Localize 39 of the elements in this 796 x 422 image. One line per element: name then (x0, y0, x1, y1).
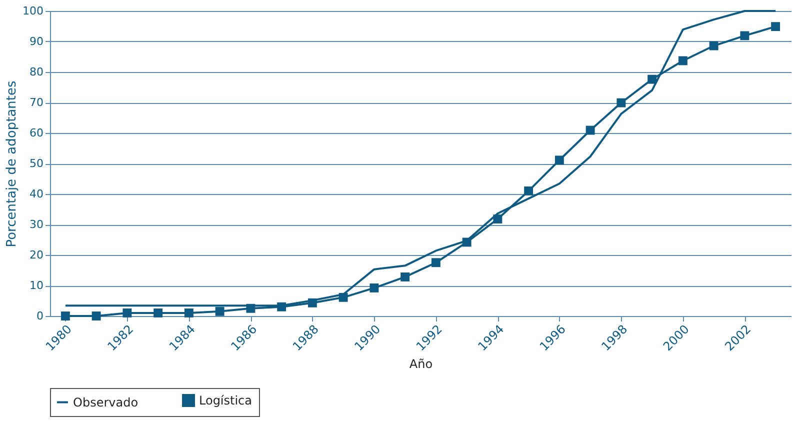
point (400, 272, 410, 282)
legend-label: Logística (199, 394, 252, 408)
point (338, 292, 348, 302)
y-tick-label: 30 (30, 218, 44, 231)
point (709, 41, 718, 50)
point (616, 98, 626, 108)
point (462, 238, 472, 247)
point (92, 312, 101, 320)
point (586, 126, 595, 135)
y-tick-label: 10 (30, 279, 44, 292)
point (554, 156, 564, 165)
y-tick-label: 0 (36, 310, 44, 322)
point (60, 312, 70, 320)
point (154, 308, 163, 318)
y-tick-label: 70 (30, 96, 44, 109)
point (370, 283, 379, 292)
point (184, 308, 194, 318)
point (122, 308, 132, 318)
y-axis-title: Porcentaje de adoptantes (4, 80, 20, 248)
point (493, 214, 502, 224)
y-tick-label: 60 (30, 126, 44, 140)
legend-label: Observado (73, 395, 138, 410)
x-axis-title: Año (409, 356, 433, 371)
point (215, 306, 224, 316)
point (431, 258, 440, 268)
point (648, 74, 657, 84)
point (740, 31, 750, 40)
point (246, 304, 256, 313)
point (277, 302, 286, 312)
y-tick-label: 40 (30, 188, 44, 200)
y-tick-label: 50 (30, 157, 44, 170)
y-tick-label: 80 (30, 66, 44, 78)
point (678, 56, 688, 66)
y-tick-label: 20 (30, 248, 44, 262)
point (771, 22, 780, 32)
y-tick-label: 100 (22, 4, 44, 18)
point (308, 298, 317, 308)
y-tick-label: 90 (30, 35, 44, 48)
point (524, 186, 534, 196)
